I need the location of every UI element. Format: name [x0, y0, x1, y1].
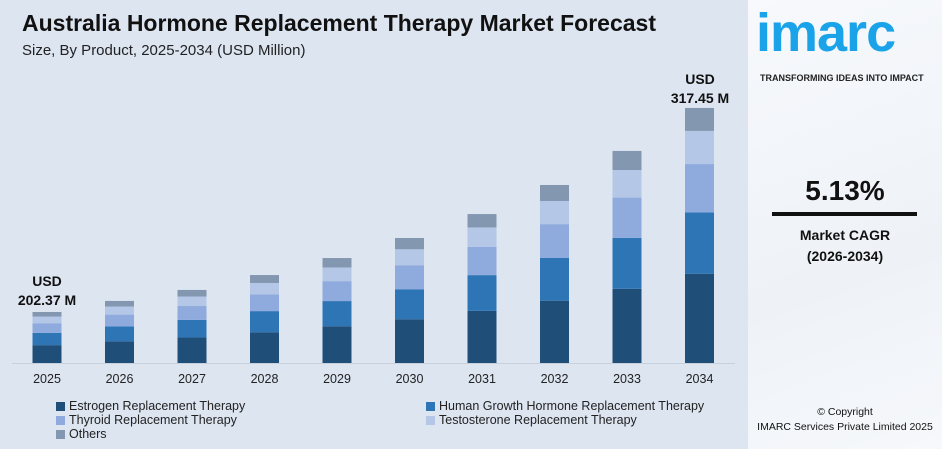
bar-segment-2032-2 [540, 224, 569, 258]
legend-swatch [56, 401, 65, 411]
cagr-label: Market CAGR (2026-2034) [748, 225, 942, 267]
x-tick-label: 2028 [251, 372, 279, 386]
bar-segment-2030-4 [395, 238, 424, 250]
callout-line: USD [685, 71, 715, 87]
legend-swatch [426, 415, 435, 425]
tagline: TRANSFORMING IDEAS INTO IMPACT [760, 73, 924, 83]
x-tick-label: 2033 [613, 372, 641, 386]
bar-segment-2032-0 [540, 300, 569, 363]
legend-swatch [56, 415, 65, 425]
bar-segment-2034-0 [685, 273, 714, 363]
bar-segment-2031-0 [467, 310, 497, 363]
legend-item: Others [56, 427, 107, 441]
callout-value: 202.37 M [17, 292, 77, 308]
copyright-line: © Copyright [817, 406, 873, 418]
bar-segment-2028-1 [250, 311, 279, 333]
bar-segment-2034-3 [685, 130, 714, 165]
x-tick-label: 2032 [541, 372, 569, 386]
bar-segment-2029-0 [322, 326, 352, 363]
bar-segment-2026-0 [105, 341, 134, 363]
legend-swatch [426, 401, 435, 411]
bar-chart: 2025 2026 2027 2028 2029 2030 2031 2032 2033 2034 [12, 107, 735, 386]
bar-segment-2030-0 [395, 319, 424, 363]
legend-label: Others [69, 427, 107, 441]
last-bar-callout: USD 317.45 M [665, 70, 735, 108]
bar-segment-2028-0 [250, 332, 279, 363]
bar-segment-2030-3 [395, 249, 424, 266]
first-bar-callout: USD 202.37 M [14, 272, 80, 310]
legend-item: Thyroid Replacement Therapy [56, 413, 237, 427]
x-tick-label: 2025 [33, 372, 61, 386]
chart-subtitle: Size, By Product, 2025-2034 (USD Million… [22, 42, 306, 59]
legend-label: Estrogen Replacement Therapy [69, 399, 246, 413]
bar-segment-2033-0 [612, 288, 642, 363]
legend-label: Human Growth Hormone Replacement Therapy [439, 399, 705, 413]
bar-segment-2031-3 [467, 227, 497, 247]
legend-swatch [56, 429, 65, 439]
bar-segment-2026-4 [105, 300, 134, 307]
x-tick-label: 2029 [323, 372, 351, 386]
bar-segment-2034-4 [685, 107, 714, 131]
x-tick-label: 2034 [686, 372, 714, 386]
chart-title: Australia Hormone Replacement Therapy Ma… [22, 10, 656, 36]
bar-segment-2031-2 [467, 246, 497, 276]
copyright-owner: IMARC Services Private Limited 2025 [757, 421, 933, 433]
cagr-period: (2026-2034) [806, 248, 884, 264]
callout-line: USD [32, 273, 62, 289]
bar-segment-2027-3 [177, 296, 207, 307]
bar-segment-2027-2 [177, 306, 207, 320]
bar-segment-2027-0 [177, 337, 207, 363]
bar-segment-2027-4 [177, 289, 207, 297]
x-tick-label: 2026 [106, 372, 134, 386]
bar-segment-2028-3 [250, 282, 279, 295]
legend-label: Thyroid Replacement Therapy [69, 413, 237, 427]
x-tick-label: 2027 [178, 372, 206, 386]
bar-segment-2025-4 [32, 311, 62, 317]
cagr-value: 5.13% [805, 175, 885, 206]
bar-segment-2034-1 [685, 212, 714, 274]
bar-segment-2028-2 [250, 294, 279, 312]
bar-segment-2030-1 [395, 289, 424, 320]
bar-segment-2032-3 [540, 201, 569, 225]
bar-segment-2033-1 [612, 237, 642, 289]
legend-item: Human Growth Hormone Replacement Therapy [426, 399, 704, 413]
bar-segment-2028-4 [250, 275, 279, 283]
imarc-logo: imarc [756, 3, 896, 63]
bar-segment-2029-4 [322, 258, 352, 268]
legend-item: Testosterone Replacement Therapy [426, 413, 637, 427]
bar-segment-2025-3 [32, 316, 62, 324]
copyright: © Copyright IMARC Services Private Limite… [748, 405, 942, 435]
bar-segment-2032-4 [540, 184, 569, 202]
bar-segment-2029-1 [322, 301, 352, 327]
bar-segment-2026-3 [105, 306, 134, 315]
bar-segment-2026-2 [105, 314, 134, 327]
bar-segment-2033-3 [612, 170, 642, 198]
legend-label: Testosterone Replacement Therapy [439, 413, 637, 427]
bar-segment-2034-2 [685, 164, 714, 213]
bar-segment-2025-1 [32, 332, 62, 346]
x-tick-label: 2031 [468, 372, 496, 386]
info-panel: imarc TRANSFORMING IDEAS INTO IMPACT 5.1… [748, 0, 942, 449]
callout-value: 317.45 M [670, 90, 730, 106]
bar-segment-2025-0 [32, 345, 62, 363]
bar-segment-2032-1 [540, 257, 569, 301]
bar-segment-2027-1 [177, 319, 207, 338]
x-tick-label: 2030 [396, 372, 424, 386]
bar-segment-2031-4 [467, 214, 497, 228]
bar-segment-2033-2 [612, 197, 642, 238]
bar-segment-2030-2 [395, 265, 424, 290]
bar-segment-2026-1 [105, 326, 134, 342]
bar-segment-2025-2 [32, 323, 62, 333]
divider [772, 212, 917, 216]
cagr-label-line: Market CAGR [799, 227, 891, 243]
bar-segment-2031-1 [467, 275, 497, 311]
bar-segment-2033-4 [612, 150, 642, 171]
bar-segment-2029-3 [322, 267, 352, 282]
bar-segment-2029-2 [322, 281, 352, 302]
legend-item: Estrogen Replacement Therapy [56, 399, 245, 413]
